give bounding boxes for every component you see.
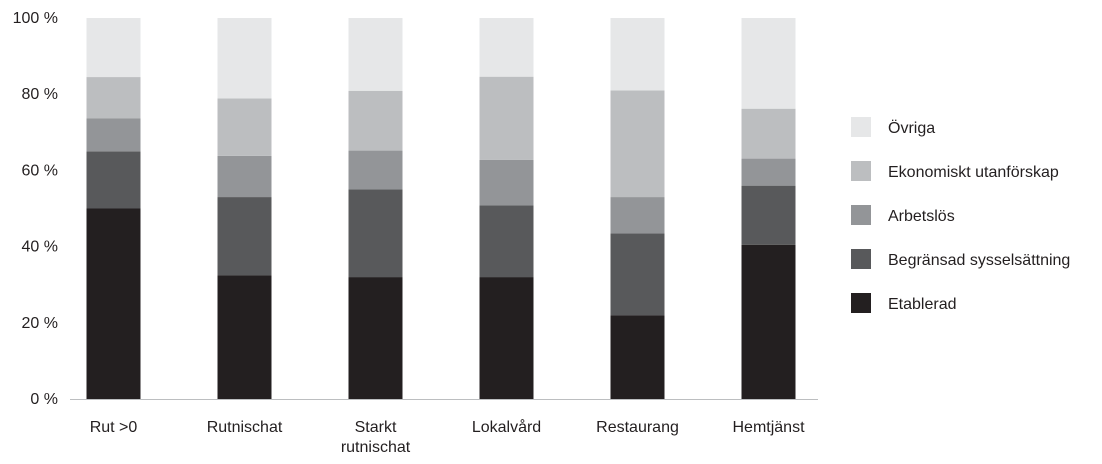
bar-group-lokalvard — [479, 18, 534, 399]
x-tick-label-restaurang: Restaurang — [596, 419, 679, 436]
bar-segment-lokalvard-begransad-sysselsattning — [479, 205, 534, 278]
bar-segment-starkt-rutnischat-ovriga — [348, 18, 403, 91]
legend-label-ekonomiskt-utanforskap: Ekonomiskt utanförskap — [888, 164, 1059, 181]
legend: Övriga Ekonomiskt utanförskap Arbetslös Beg… — [851, 117, 1070, 313]
bar-group-rut-0 — [86, 18, 141, 399]
bar-segment-rutnischat-ekonomiskt-utanforskap — [217, 98, 272, 156]
bar-segment-lokalvard-ovriga — [479, 18, 534, 77]
bar-segment-hemtjanst-ovriga — [741, 18, 796, 109]
bar-segment-restaurang-etablerad — [610, 315, 665, 399]
bar-segment-rut-0-ovriga — [86, 18, 141, 78]
legend-item-ekonomiskt-utanforskap: Ekonomiskt utanförskap — [851, 161, 1059, 181]
bar-segment-rutnischat-begransad-sysselsattning — [217, 197, 272, 276]
legend-label-arbetslos: Arbetslös — [888, 208, 955, 225]
legend-item-arbetslos: Arbetslös — [851, 205, 955, 225]
legend-label-etablerad: Etablerad — [888, 296, 957, 313]
bar-segment-lokalvard-etablerad — [479, 277, 534, 399]
bar-group-starkt-rutnischat — [348, 18, 403, 399]
legend-item-begransad-sysselsattning: Begränsad sysselsättning — [851, 249, 1070, 269]
bar-segment-rut-0-etablerad — [86, 208, 141, 399]
bar-group-restaurang — [610, 18, 665, 399]
legend-swatch-ekonomiskt-utanforskap — [851, 161, 871, 181]
bar-segment-rut-0-ekonomiskt-utanforskap — [86, 77, 141, 119]
bar-segment-rut-0-begransad-sysselsattning — [86, 151, 141, 209]
legend-item-etablerad: Etablerad — [851, 293, 957, 313]
bar-segment-rut-0-arbetslos — [86, 118, 141, 152]
bar-segment-restaurang-arbetslos — [610, 197, 665, 234]
bar-segment-lokalvard-ekonomiskt-utanforskap — [479, 76, 534, 160]
bar-segment-rutnischat-arbetslos — [217, 155, 272, 198]
x-tick-label-rut-0: Rut >0 — [90, 419, 138, 436]
x-tick-label-hemtjanst: Hemtjänst — [732, 419, 805, 436]
bar-segment-rutnischat-etablerad — [217, 275, 272, 399]
bar-segment-restaurang-ekonomiskt-utanforskap — [610, 90, 665, 198]
x-category-labels: Rut >0 Rutnischat Starkt rutnischat Lokalvår… — [90, 418, 805, 456]
bar-segment-restaurang-ovriga — [610, 18, 665, 91]
y-tick-label-40: 40 % — [22, 239, 58, 256]
y-tick-label-0: 0 % — [30, 391, 58, 408]
x-tick-label-rutnischat: Rutnischat — [207, 419, 283, 436]
x-tick-label-starkt-rutnischat: Starkt rutnischat — [341, 419, 411, 456]
y-tick-labels: 0 % 20 % 40 % 60 % 80 % 100 % — [13, 10, 58, 408]
legend-item-ovriga: Övriga — [851, 117, 935, 137]
bar-segment-starkt-rutnischat-arbetslos — [348, 150, 403, 190]
legend-swatch-etablerad — [851, 293, 871, 313]
bar-segment-starkt-rutnischat-ekonomiskt-utanforskap — [348, 90, 403, 151]
x-tick-label-lokalvard: Lokalvård — [472, 418, 541, 436]
bar-segment-hemtjanst-etablerad — [741, 244, 796, 399]
bar-segment-hemtjanst-ekonomiskt-utanforskap — [741, 108, 796, 159]
bar-segment-restaurang-begransad-sysselsattning — [610, 233, 665, 316]
bar-group-hemtjanst — [741, 18, 796, 399]
bar-group-rutnischat — [217, 18, 272, 399]
bar-segment-starkt-rutnischat-begransad-sysselsattning — [348, 189, 403, 278]
bar-segment-hemtjanst-arbetslos — [741, 158, 796, 186]
bar-segment-lokalvard-arbetslos — [479, 159, 534, 206]
legend-label-ovriga: Övriga — [888, 119, 935, 137]
legend-swatch-arbetslos — [851, 205, 871, 225]
y-tick-label-20: 20 % — [22, 315, 58, 332]
bar-segment-starkt-rutnischat-etablerad — [348, 277, 403, 399]
y-tick-label-60: 60 % — [22, 162, 58, 179]
y-tick-label-80: 80 % — [22, 86, 58, 103]
bars-layer — [86, 18, 796, 399]
bar-segment-hemtjanst-begransad-sysselsattning — [741, 185, 796, 245]
legend-label-begransad-sysselsattning: Begränsad sysselsättning — [888, 252, 1070, 269]
y-tick-label-100: 100 % — [13, 10, 58, 27]
legend-swatch-ovriga — [851, 117, 871, 137]
bar-segment-rutnischat-ovriga — [217, 18, 272, 99]
legend-swatch-begransad-sysselsattning — [851, 249, 871, 269]
